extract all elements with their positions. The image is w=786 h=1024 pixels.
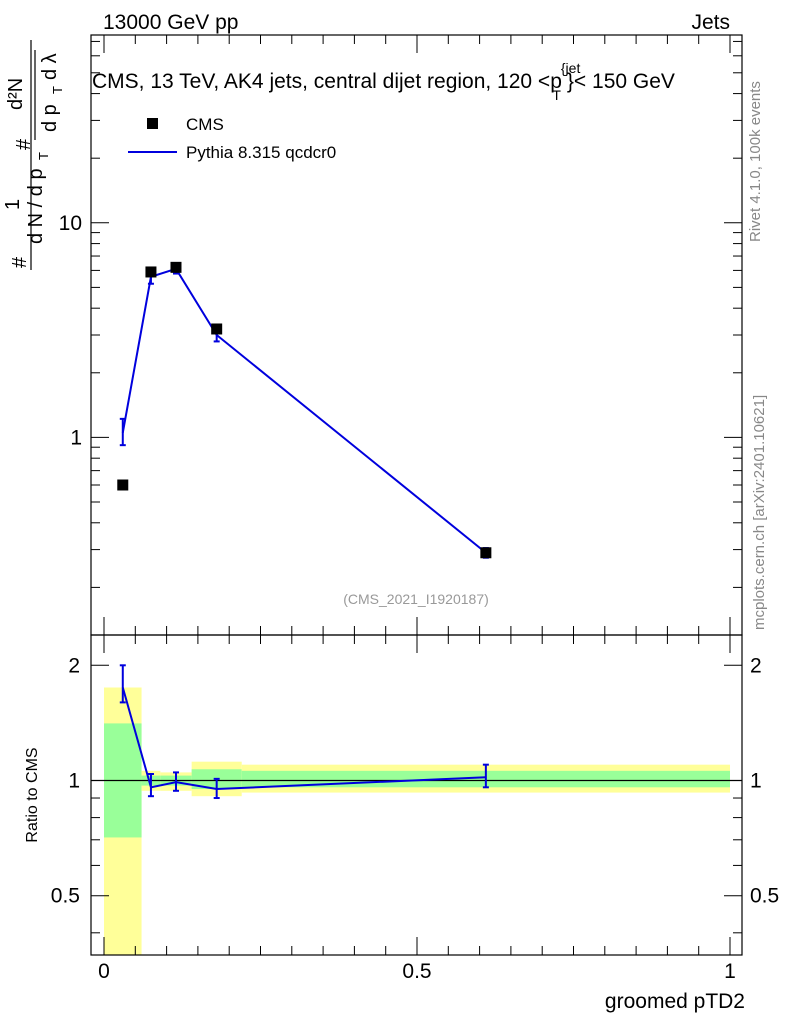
ratio-y-tick-label-left: 1 [68, 770, 80, 793]
x-tick-label: 0 [98, 960, 110, 983]
ratio-plot-frame [90, 634, 743, 956]
plot-title-main: CMS, 13 TeV, AK4 jets, central dijet reg… [92, 70, 562, 93]
data-point [211, 323, 223, 335]
mc-series-main [119, 263, 489, 559]
y-label-d2N: d²N [5, 78, 27, 110]
ratio-y-axis-label: Ratio to CMS [24, 747, 41, 842]
rivet-label: Rivet 4.1.0, 100k events [747, 81, 764, 242]
mc-line [121, 267, 487, 554]
y-label-dN: d N / d p [25, 168, 47, 244]
y-label-dpT: d p [39, 104, 61, 132]
plot-title-end: }< 150 GeV [567, 70, 675, 93]
ratio-y-tick-label-left: 0.5 [51, 885, 80, 908]
data-point [170, 261, 182, 273]
data-point [117, 479, 129, 491]
legend-data-label: CMS [186, 115, 224, 134]
y-label-T1: T [36, 152, 51, 160]
mc-series-ratio [119, 664, 489, 800]
main-y-tick-label: 10 [59, 212, 82, 235]
axis-tick-labels: 1 10 0 0.5 1 0.5 0.5 1 1 2 2 [51, 212, 779, 983]
ratio-y-tick-label-right: 0.5 [750, 885, 779, 908]
y-label-hash-left: # [9, 256, 31, 268]
legend-data-marker [147, 118, 158, 129]
plot-title-sup: {jet [561, 60, 581, 76]
mcplots-label: mcplots.cern.ch [arXiv:2401.10621] [751, 395, 768, 630]
y-label-T2: T [50, 86, 65, 94]
x-tick-label: 1 [724, 960, 736, 983]
plot-title: CMS, 13 TeV, AK4 jets, central dijet reg… [92, 60, 675, 103]
legend-mc-label: Pythia 8.315 qcdcr0 [186, 143, 336, 162]
energy-label: 13000 GeV pp [103, 11, 238, 34]
x-tick-label: 0.5 [402, 960, 431, 983]
ratio-uncertainty-bands [104, 687, 730, 955]
ratio-y-tick-label-left: 2 [68, 654, 80, 677]
data-point [145, 266, 157, 278]
y-label-one: 1 [2, 199, 24, 210]
plot-title-sub: T [552, 87, 561, 103]
x-axis-label: groomed pTD2 [605, 990, 745, 1013]
ratio-y-tick-label-right: 2 [750, 654, 762, 677]
y-label-hash-mid: # [13, 138, 35, 150]
analysis-id: (CMS_2021_I1920187) [343, 591, 489, 607]
main-y-axis-label: # 1 d N / d p T # d²N d p T d λ [2, 40, 65, 270]
ratio-y-tick-label-right: 1 [750, 770, 762, 793]
data-series-main [117, 261, 492, 559]
process-label: Jets [691, 11, 730, 34]
axis-ticks [91, 35, 742, 955]
main-y-tick-label: 1 [70, 426, 82, 449]
data-point [480, 547, 492, 559]
y-label-dlambda: d λ [39, 53, 61, 80]
